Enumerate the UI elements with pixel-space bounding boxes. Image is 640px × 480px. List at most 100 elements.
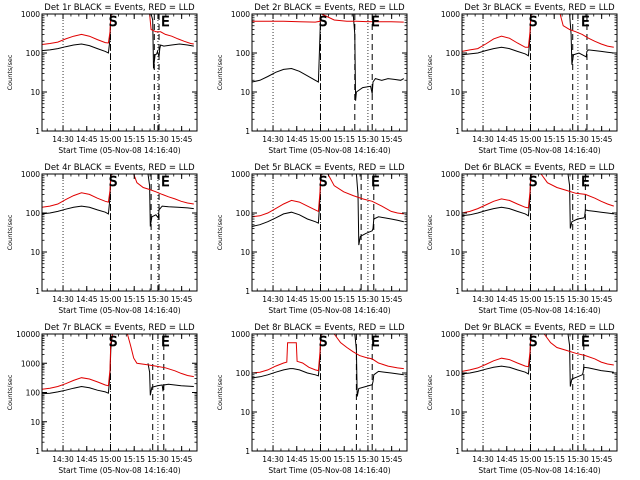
x-tick-label: 15:00 [520, 455, 542, 464]
y-tick-label: 10 [240, 88, 250, 97]
chart-panel-6: Det 6r BLACK = Events, RED = LLD Counts/s… [426, 163, 618, 315]
y-axis-label: Counts/sec [426, 54, 434, 90]
lld-series-line [327, 173, 404, 215]
lld-series-line [333, 333, 404, 370]
y-tick-label: 1000 [21, 170, 40, 179]
marker-s: S [319, 175, 327, 190]
plot-frame [41, 13, 198, 132]
x-tick-label: 15:00 [100, 295, 122, 304]
x-tick-label: 14:30 [472, 455, 494, 464]
x-tick-label: 15:00 [310, 295, 332, 304]
lld-series-line [41, 173, 113, 208]
x-tick-label: 15:45 [171, 295, 193, 304]
y-tick-label: 100 [26, 389, 41, 398]
lld-series-line [252, 13, 321, 23]
lld-series-line [543, 333, 614, 366]
plot-frame [251, 333, 408, 452]
x-tick-label: 15:30 [357, 135, 379, 144]
y-tick-label: 1 [35, 447, 40, 456]
y-tick-label: 1 [35, 127, 40, 136]
marker-s: S [529, 15, 537, 30]
chart-title: Det 3r BLACK = Events, RED = LLD [464, 3, 615, 13]
chart-title: Det 1r BLACK = Events, RED = LLD [44, 3, 195, 13]
y-axis-label: Counts/sec [6, 54, 14, 90]
x-tick-label: 15:45 [591, 455, 613, 464]
y-axis-label: Counts/sec [216, 374, 224, 410]
x-tick-label: 14:30 [52, 455, 74, 464]
y-tick-label: 10000 [16, 330, 40, 339]
events-series-line [354, 333, 404, 397]
events-series-line [567, 333, 614, 387]
y-tick-label: 10 [450, 408, 460, 417]
events-series-line [461, 173, 533, 217]
x-tick-label: 15:15 [543, 295, 565, 304]
x-tick-label: 15:15 [123, 455, 145, 464]
marker-e: E [371, 175, 379, 190]
y-tick-label: 1 [455, 447, 460, 456]
x-tick-label: 15:00 [100, 455, 122, 464]
lld-series-line [133, 173, 194, 205]
marker-e: E [581, 335, 589, 350]
chart-panel-5: Det 5r BLACK = Events, RED = LLD Counts/s… [216, 163, 408, 315]
y-tick-label: 1000 [21, 10, 40, 19]
events-series-line [569, 13, 614, 65]
y-tick-label: 10 [450, 88, 460, 97]
x-tick-label: 15:00 [100, 135, 122, 144]
y-tick-label: 1 [455, 127, 460, 136]
chart-panel-8: Det 8r BLACK = Events, RED = LLD Counts/s… [216, 323, 408, 475]
y-tick-label: 10 [30, 88, 40, 97]
lld-series-line [461, 173, 533, 214]
x-tick-label: 14:30 [262, 455, 284, 464]
x-tick-label: 15:15 [333, 135, 355, 144]
marker-s: S [109, 175, 117, 190]
events-series-line [150, 13, 194, 69]
events-series-line [251, 17, 321, 83]
y-tick-label: 1 [455, 287, 460, 296]
events-series-line [567, 173, 614, 229]
x-axis-label: Start Time (05-Nov-08 14:16:40) [58, 466, 180, 475]
marker-s: S [529, 175, 537, 190]
plot-frame [461, 13, 618, 132]
chart-panel-1: Det 1r BLACK = Events, RED = LLD Counts/s… [6, 3, 198, 155]
x-tick-label: 15:00 [310, 135, 332, 144]
x-tick-label: 15:00 [310, 455, 332, 464]
x-tick-label: 15:30 [357, 455, 379, 464]
x-tick-label: 14:45 [76, 455, 98, 464]
y-axis-label: Counts/sec [6, 374, 14, 410]
x-tick-label: 15:15 [123, 135, 145, 144]
x-tick-label: 14:30 [262, 135, 284, 144]
x-tick-label: 14:45 [496, 455, 518, 464]
y-tick-label: 1000 [21, 359, 40, 368]
x-tick-label: 15:15 [123, 295, 145, 304]
y-tick-label: 10 [240, 248, 250, 257]
x-tick-label: 14:45 [76, 295, 98, 304]
x-tick-label: 15:45 [381, 455, 403, 464]
marker-s: S [319, 15, 327, 30]
y-tick-label: 100 [26, 49, 41, 58]
x-axis-label: Start Time (05-Nov-08 14:16:40) [478, 306, 600, 315]
y-tick-label: 10 [450, 248, 460, 257]
y-tick-label: 100 [446, 369, 461, 378]
events-series-line [41, 173, 113, 215]
lld-series-line [461, 13, 533, 52]
x-tick-label: 15:15 [543, 135, 565, 144]
y-tick-label: 10 [30, 248, 40, 257]
events-series-line [352, 13, 405, 101]
marker-s: S [319, 335, 327, 350]
lld-series-line [149, 13, 194, 45]
marker-e: E [371, 335, 379, 350]
x-tick-label: 14:30 [52, 135, 74, 144]
lld-series-line [461, 333, 533, 372]
x-axis-label: Start Time (05-Nov-08 14:16:40) [58, 146, 180, 155]
x-tick-label: 14:30 [472, 135, 494, 144]
marker-e: E [581, 175, 589, 190]
y-tick-label: 100 [26, 209, 41, 218]
x-axis-label: Start Time (05-Nov-08 14:16:40) [268, 306, 390, 315]
chart-panel-4: Det 4r BLACK = Events, RED = LLD Counts/s… [6, 163, 198, 315]
chart-title: Det 4r BLACK = Events, RED = LLD [44, 163, 195, 173]
marker-e: E [581, 15, 589, 30]
x-tick-label: 15:45 [171, 135, 193, 144]
marker-s: S [109, 15, 117, 30]
y-axis-label: Counts/sec [426, 214, 434, 250]
